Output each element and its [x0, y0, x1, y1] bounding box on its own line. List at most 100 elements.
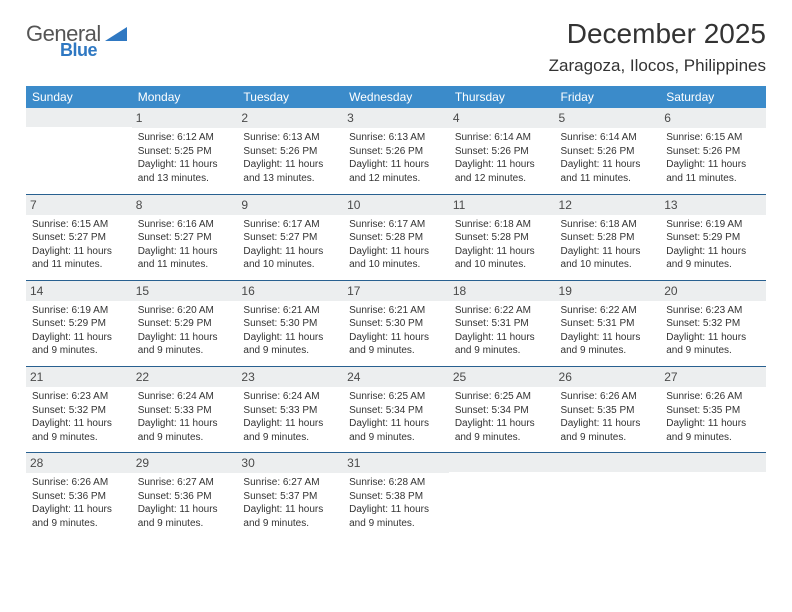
- day-number: 31: [343, 453, 449, 473]
- day-number-empty: [555, 453, 661, 472]
- day-number: 13: [660, 195, 766, 215]
- day-number: 29: [132, 453, 238, 473]
- cell-line: Sunset: 5:33 PM: [243, 404, 337, 418]
- cell-line: Daylight: 11 hours and 9 minutes.: [32, 503, 126, 530]
- calendar-cell: 1Sunrise: 6:12 AMSunset: 5:25 PMDaylight…: [132, 108, 238, 194]
- day-header: Sunday: [26, 86, 132, 108]
- cell-line: Sunrise: 6:22 AM: [455, 304, 549, 318]
- cell-line: Sunrise: 6:25 AM: [349, 390, 443, 404]
- cell-line: Daylight: 11 hours and 9 minutes.: [666, 331, 760, 358]
- cell-line: Sunrise: 6:18 AM: [455, 218, 549, 232]
- day-number: 15: [132, 281, 238, 301]
- cell-line: Daylight: 11 hours and 11 minutes.: [666, 158, 760, 185]
- cell-line: Sunrise: 6:18 AM: [561, 218, 655, 232]
- day-number: 5: [555, 108, 661, 128]
- cell-line: Daylight: 11 hours and 10 minutes.: [349, 245, 443, 272]
- calendar-cell: 20 Sunrise: 6:23 AMSunset: 5:32 PMDayligh…: [660, 280, 766, 366]
- cell-line: Sunset: 5:27 PM: [243, 231, 337, 245]
- day-number: 11: [449, 195, 555, 215]
- day-header: Monday: [132, 86, 238, 108]
- day-number-empty: [660, 453, 766, 472]
- cell-line: Sunset: 5:26 PM: [243, 145, 337, 159]
- calendar-cell: 27Sunrise: 6:26 AMSunset: 5:35 PMDayligh…: [660, 366, 766, 452]
- logo-triangle-icon: [105, 24, 127, 44]
- calendar-cell: 3Sunrise: 6:13 AMSunset: 5:26 PMDaylight…: [343, 108, 449, 194]
- calendar-cell: 23Sunrise: 6:24 AMSunset: 5:33 PMDayligh…: [237, 366, 343, 452]
- cell-line: Sunset: 5:26 PM: [561, 145, 655, 159]
- cell-line: Daylight: 11 hours and 9 minutes.: [138, 331, 232, 358]
- calendar-cell: 17Sunrise: 6:21 AMSunset: 5:30 PMDayligh…: [343, 280, 449, 366]
- calendar-cell: 15Sunrise: 6:20 AMSunset: 5:29 PMDayligh…: [132, 280, 238, 366]
- cell-line: Daylight: 11 hours and 12 minutes.: [455, 158, 549, 185]
- calendar-cell: [26, 108, 132, 194]
- cell-line: Daylight: 11 hours and 10 minutes.: [455, 245, 549, 272]
- cell-line: Sunset: 5:30 PM: [243, 317, 337, 331]
- day-number: 21: [26, 367, 132, 387]
- cell-line: Daylight: 11 hours and 9 minutes.: [32, 331, 126, 358]
- cell-line: Sunrise: 6:21 AM: [243, 304, 337, 318]
- cell-line: Sunset: 5:29 PM: [138, 317, 232, 331]
- cell-line: Sunrise: 6:15 AM: [666, 131, 760, 145]
- day-number: 18: [449, 281, 555, 301]
- calendar-cell: 4Sunrise: 6:14 AMSunset: 5:26 PMDaylight…: [449, 108, 555, 194]
- title-block: December 2025 Zaragoza, Ilocos, Philippi…: [549, 18, 766, 76]
- day-number: 27: [660, 367, 766, 387]
- cell-line: Daylight: 11 hours and 9 minutes.: [561, 417, 655, 444]
- cell-line: Daylight: 11 hours and 13 minutes.: [243, 158, 337, 185]
- calendar-cell: 26Sunrise: 6:26 AMSunset: 5:35 PMDayligh…: [555, 366, 661, 452]
- cell-line: Sunrise: 6:26 AM: [561, 390, 655, 404]
- day-number: 6: [660, 108, 766, 128]
- cell-line: Sunset: 5:28 PM: [455, 231, 549, 245]
- cell-line: Sunset: 5:28 PM: [349, 231, 443, 245]
- cell-line: Sunrise: 6:26 AM: [32, 476, 126, 490]
- day-number: 20: [660, 281, 766, 301]
- cell-line: Sunrise: 6:17 AM: [349, 218, 443, 232]
- cell-line: Daylight: 11 hours and 9 minutes.: [455, 417, 549, 444]
- calendar-cell: 14Sunrise: 6:19 AMSunset: 5:29 PMDayligh…: [26, 280, 132, 366]
- cell-line: Daylight: 11 hours and 9 minutes.: [349, 503, 443, 530]
- cell-line: Daylight: 11 hours and 12 minutes.: [349, 158, 443, 185]
- day-number-empty: [449, 453, 555, 472]
- calendar-cell: 22Sunrise: 6:24 AMSunset: 5:33 PMDayligh…: [132, 366, 238, 452]
- logo-text: General Blue: [26, 24, 127, 58]
- cell-line: Sunset: 5:32 PM: [32, 404, 126, 418]
- cell-line: Sunset: 5:31 PM: [561, 317, 655, 331]
- cell-line: Sunset: 5:29 PM: [32, 317, 126, 331]
- calendar-cell: 8Sunrise: 6:16 AMSunset: 5:27 PMDaylight…: [132, 194, 238, 280]
- day-header: Saturday: [660, 86, 766, 108]
- cell-line: Sunset: 5:26 PM: [349, 145, 443, 159]
- cell-line: Sunrise: 6:27 AM: [243, 476, 337, 490]
- calendar-cell: 10Sunrise: 6:17 AMSunset: 5:28 PMDayligh…: [343, 194, 449, 280]
- day-header: Friday: [555, 86, 661, 108]
- cell-line: Daylight: 11 hours and 9 minutes.: [561, 331, 655, 358]
- cell-line: Sunset: 5:37 PM: [243, 490, 337, 504]
- cell-line: Sunset: 5:32 PM: [666, 317, 760, 331]
- calendar-cell: 28Sunrise: 6:26 AMSunset: 5:36 PMDayligh…: [26, 453, 132, 539]
- logo: General Blue: [26, 18, 127, 58]
- cell-line: Sunset: 5:28 PM: [561, 231, 655, 245]
- cell-line: Sunrise: 6:28 AM: [349, 476, 443, 490]
- cell-line: Sunrise: 6:14 AM: [455, 131, 549, 145]
- calendar-cell: 2Sunrise: 6:13 AMSunset: 5:26 PMDaylight…: [237, 108, 343, 194]
- calendar-cell: 24Sunrise: 6:25 AMSunset: 5:34 PMDayligh…: [343, 366, 449, 452]
- calendar-cell: 12Sunrise: 6:18 AMSunset: 5:28 PMDayligh…: [555, 194, 661, 280]
- cell-line: Sunset: 5:34 PM: [349, 404, 443, 418]
- day-header: Tuesday: [237, 86, 343, 108]
- cell-line: Daylight: 11 hours and 13 minutes.: [138, 158, 232, 185]
- cell-line: Sunrise: 6:19 AM: [666, 218, 760, 232]
- day-number: 12: [555, 195, 661, 215]
- cell-line: Sunset: 5:26 PM: [666, 145, 760, 159]
- cell-line: Sunset: 5:31 PM: [455, 317, 549, 331]
- cell-line: Sunrise: 6:12 AM: [138, 131, 232, 145]
- day-number: 16: [237, 281, 343, 301]
- cell-line: Sunset: 5:29 PM: [666, 231, 760, 245]
- day-number: 26: [555, 367, 661, 387]
- cell-line: Sunrise: 6:25 AM: [455, 390, 549, 404]
- cell-line: Sunrise: 6:23 AM: [666, 304, 760, 318]
- day-number: 14: [26, 281, 132, 301]
- calendar-week: 7Sunrise: 6:15 AMSunset: 5:27 PMDaylight…: [26, 194, 766, 280]
- calendar-week: 14Sunrise: 6:19 AMSunset: 5:29 PMDayligh…: [26, 280, 766, 366]
- cell-line: Sunset: 5:27 PM: [32, 231, 126, 245]
- cell-line: Sunrise: 6:14 AM: [561, 131, 655, 145]
- calendar-cell: 30Sunrise: 6:27 AMSunset: 5:37 PMDayligh…: [237, 453, 343, 539]
